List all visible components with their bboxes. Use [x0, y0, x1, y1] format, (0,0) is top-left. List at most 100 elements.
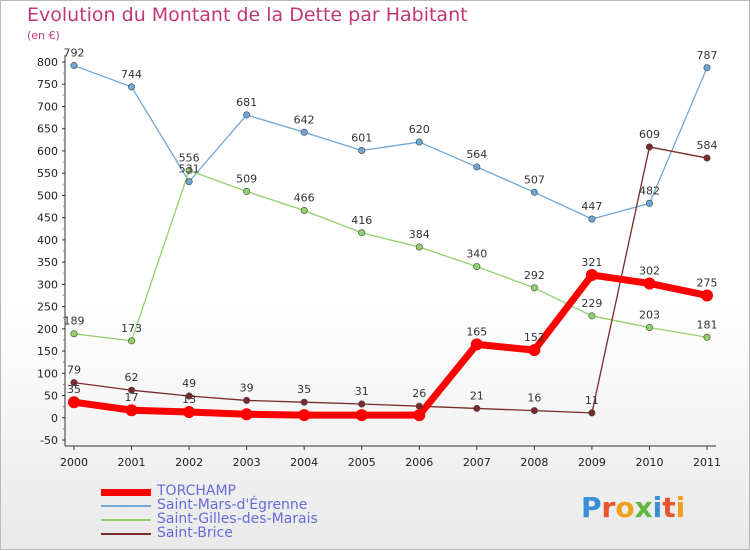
data-point: [183, 405, 196, 418]
series-line: [73, 169, 708, 342]
data-point: [68, 396, 80, 409]
data-label: 229: [581, 297, 602, 310]
data-label: 181: [697, 318, 718, 331]
x-tick-label: 2003: [233, 456, 261, 469]
series-lines: [73, 64, 708, 419]
data-point: [125, 404, 138, 417]
data-point: [185, 392, 193, 400]
y-tick-label: 550: [37, 167, 58, 180]
data-label: 466: [294, 192, 315, 205]
y-tick-label: 800: [37, 56, 58, 69]
y-tick-label: 500: [37, 189, 58, 202]
legend-swatch: [101, 488, 151, 496]
data-point: [470, 338, 483, 351]
data-point: [415, 138, 423, 146]
data-point: [703, 333, 711, 341]
y-tick-label: 750: [37, 78, 58, 91]
y-tick-label: 250: [37, 301, 58, 314]
data-point: [588, 409, 596, 417]
data-label: 642: [294, 113, 315, 126]
data-point: [185, 178, 193, 186]
y-tick-label: 50: [44, 390, 58, 403]
data-label: 340: [466, 248, 487, 261]
y-tick-label: 600: [37, 145, 58, 158]
data-point: [645, 199, 653, 207]
data-label: 17: [125, 391, 139, 404]
data-point: [645, 143, 653, 151]
y-tick-label: 700: [37, 100, 58, 113]
data-label: 509: [236, 172, 257, 185]
data-label: 189: [64, 315, 85, 328]
data-point: [701, 289, 713, 302]
data-point: [528, 344, 541, 357]
data-point: [300, 398, 308, 406]
data-point: [585, 269, 598, 282]
legend-swatch: [101, 519, 151, 521]
data-point: [530, 284, 538, 292]
legend-item: Saint-Brice: [101, 525, 361, 541]
data-label: 416: [351, 214, 372, 227]
legend-item: TORCHAMP: [101, 483, 361, 499]
data-label: 275: [697, 276, 718, 289]
data-label: 35: [67, 383, 81, 396]
series-line: [73, 64, 708, 220]
data-label: 79: [67, 364, 81, 377]
data-label: 531: [179, 163, 200, 176]
legend-item: Saint-Gilles-des-Marais: [101, 511, 361, 527]
data-point: [355, 409, 368, 422]
data-point: [473, 404, 481, 412]
data-point: [298, 409, 311, 422]
legend: TORCHAMP Saint-Mars-d'Égrenne Saint-Gilles…: [101, 483, 361, 541]
logo-letter: i: [675, 491, 686, 524]
x-tick-label: 2006: [405, 456, 433, 469]
data-label: 21: [470, 389, 484, 402]
y-tick-label: 300: [37, 278, 58, 291]
data-point: [645, 323, 653, 331]
data-point: [240, 408, 253, 421]
logo-letter: o: [615, 491, 635, 524]
data-label: 173: [121, 322, 142, 335]
x-tick-label: 2011: [693, 456, 721, 469]
data-point: [128, 386, 136, 394]
data-label: 321: [581, 256, 602, 269]
data-point: [415, 402, 423, 410]
data-label: 384: [409, 228, 430, 241]
data-point: [530, 188, 538, 196]
legend-label: TORCHAMP: [157, 483, 237, 499]
data-point: [70, 330, 78, 338]
data-point: [643, 277, 656, 290]
series-line: [73, 146, 708, 414]
x-tick-label: 2009: [578, 456, 606, 469]
y-tick-label: 200: [37, 323, 58, 336]
y-tick-label: 450: [37, 212, 58, 225]
brand-logo: Proxiti: [581, 491, 685, 524]
x-tick-label: 2007: [463, 456, 491, 469]
legend-label: Saint-Mars-d'Égrenne: [157, 497, 308, 513]
logo-letter: t: [662, 491, 676, 524]
data-label: 447: [581, 200, 602, 213]
y-tick-label: 0: [51, 412, 58, 425]
data-label: 744: [121, 68, 142, 81]
data-point: [413, 409, 426, 422]
data-point: [243, 396, 251, 404]
legend-swatch: [101, 533, 151, 535]
data-label: 620: [409, 123, 430, 136]
data-label: 601: [351, 131, 372, 144]
y-tick-label: -50: [40, 434, 58, 447]
x-tick-label: 2008: [520, 456, 548, 469]
y-tick-label: 150: [37, 345, 58, 358]
data-label: 165: [466, 325, 487, 338]
data-label: 609: [639, 128, 660, 141]
data-point: [473, 263, 481, 271]
data-label: 49: [182, 377, 196, 390]
data-label: 787: [697, 49, 718, 62]
axes: -50 0 50 100 150 200 250 300 350 400 450 500 550 600 6…: [37, 55, 721, 469]
data-point: [703, 64, 711, 72]
series-line: [73, 271, 708, 419]
legend-label: Saint-Gilles-des-Marais: [157, 511, 318, 527]
x-tick-label: 2005: [348, 456, 376, 469]
data-label: 681: [236, 96, 257, 109]
y-tick-label: 100: [37, 367, 58, 380]
data-point: [70, 379, 78, 387]
data-point: [128, 83, 136, 91]
